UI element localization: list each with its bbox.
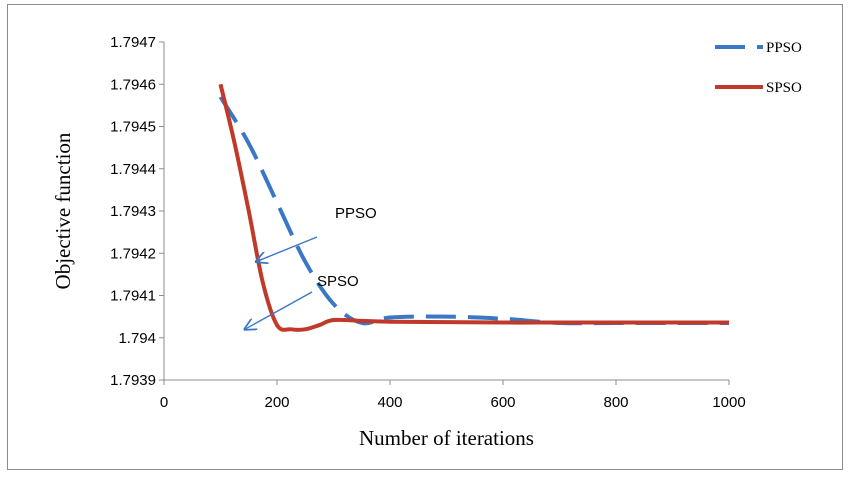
annotation-label-spso: SPSO	[317, 273, 359, 290]
x-tick-label: 200	[264, 394, 289, 411]
series-layer	[218, 83, 729, 332]
x-tick-label: 600	[490, 394, 515, 411]
annotation-label-ppso: PPSO	[335, 205, 377, 222]
y-tick-label: 1.7946	[110, 76, 156, 93]
x-tick-label: 400	[377, 394, 402, 411]
annotation-layer: PPSO SPSO	[245, 205, 377, 329]
y-tick-label: 1.7944	[110, 161, 156, 178]
series-line-spso	[218, 83, 729, 332]
chart-frame	[7, 4, 843, 470]
annotation-arrow	[245, 291, 313, 329]
y-axis-title: Objective function	[51, 132, 75, 289]
x-axis-title: Number of iterations	[359, 426, 534, 450]
x-tick-label: 0	[160, 394, 168, 411]
x-tick-label: 800	[603, 394, 628, 411]
series-line-ppso	[218, 95, 729, 326]
y-tick-label: 1.7947	[110, 34, 156, 51]
y-tick-label: 1.7939	[110, 372, 156, 389]
y-tick-label: 1.794	[118, 330, 156, 347]
y-tick-label: 1.7942	[110, 245, 156, 262]
axes: 1.7939 1.794 1.7941 1.7942 1.7943 1.7944 1.794…	[110, 34, 746, 411]
x-tick-label: 1000	[712, 394, 745, 411]
legend: PPSO SPSO	[715, 40, 802, 96]
legend-label-spso: SPSO	[766, 80, 802, 96]
legend-label-ppso: PPSO	[766, 40, 802, 56]
y-tick-label: 1.7943	[110, 203, 156, 220]
annotation-arrow	[256, 236, 318, 262]
y-tick-label: 1.7941	[110, 288, 156, 305]
y-tick-label: 1.7945	[110, 119, 156, 136]
